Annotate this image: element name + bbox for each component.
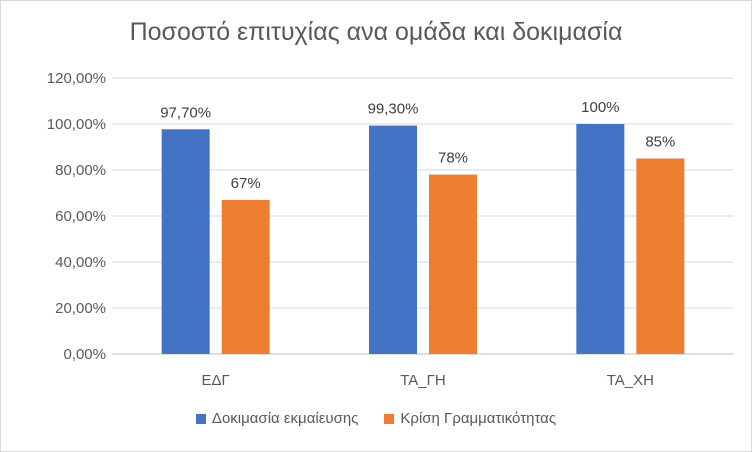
- data-label: 85%: [645, 134, 675, 151]
- chart-title: Ποσοστό επιτυχίας ανα ομάδα και δοκιμασί…: [129, 18, 623, 46]
- bar-grammaticality: [429, 174, 477, 354]
- legend-label: Δοκιμασία εκμαίευσης: [211, 410, 359, 427]
- bar-elicitation: [576, 124, 625, 354]
- y-tick-label: 100,00%: [47, 116, 106, 133]
- data-label: 99,30%: [368, 101, 419, 118]
- legend-item: Κρίση Γραμματικότητας: [384, 410, 556, 427]
- data-label: 78%: [438, 150, 468, 167]
- y-tick-label: 20,00%: [55, 300, 106, 317]
- bar-elicitation: [369, 125, 417, 354]
- y-tick-label: 0,00%: [63, 346, 106, 363]
- x-tick-label: ΕΔΓ: [202, 372, 230, 389]
- y-tick-label: 40,00%: [55, 254, 106, 271]
- chart-legend: Δοκιμασία εκμαίευσης Κρίση Γραμματικότητα…: [0, 410, 752, 427]
- bar-grammaticality: [636, 158, 685, 354]
- legend-label: Κρίση Γραμματικότητας: [400, 410, 557, 427]
- x-tick-label: ΤΑ_ΓΗ: [400, 372, 446, 389]
- bar-grammaticality: [221, 199, 270, 354]
- y-tick-label: 60,00%: [55, 208, 106, 225]
- bar-elicitation: [161, 129, 210, 354]
- y-tick-label: 80,00%: [55, 162, 106, 179]
- legend-swatch: [384, 413, 395, 424]
- data-label: 100%: [581, 99, 619, 116]
- data-label: 97,70%: [160, 104, 211, 121]
- legend-swatch: [195, 413, 206, 424]
- x-tick-label: ΤΑ_ΧΗ: [607, 372, 654, 389]
- y-tick-label: 120,00%: [47, 70, 106, 87]
- data-label: 67%: [231, 175, 261, 192]
- legend-item: Δοκιμασία εκμαίευσης: [195, 410, 359, 427]
